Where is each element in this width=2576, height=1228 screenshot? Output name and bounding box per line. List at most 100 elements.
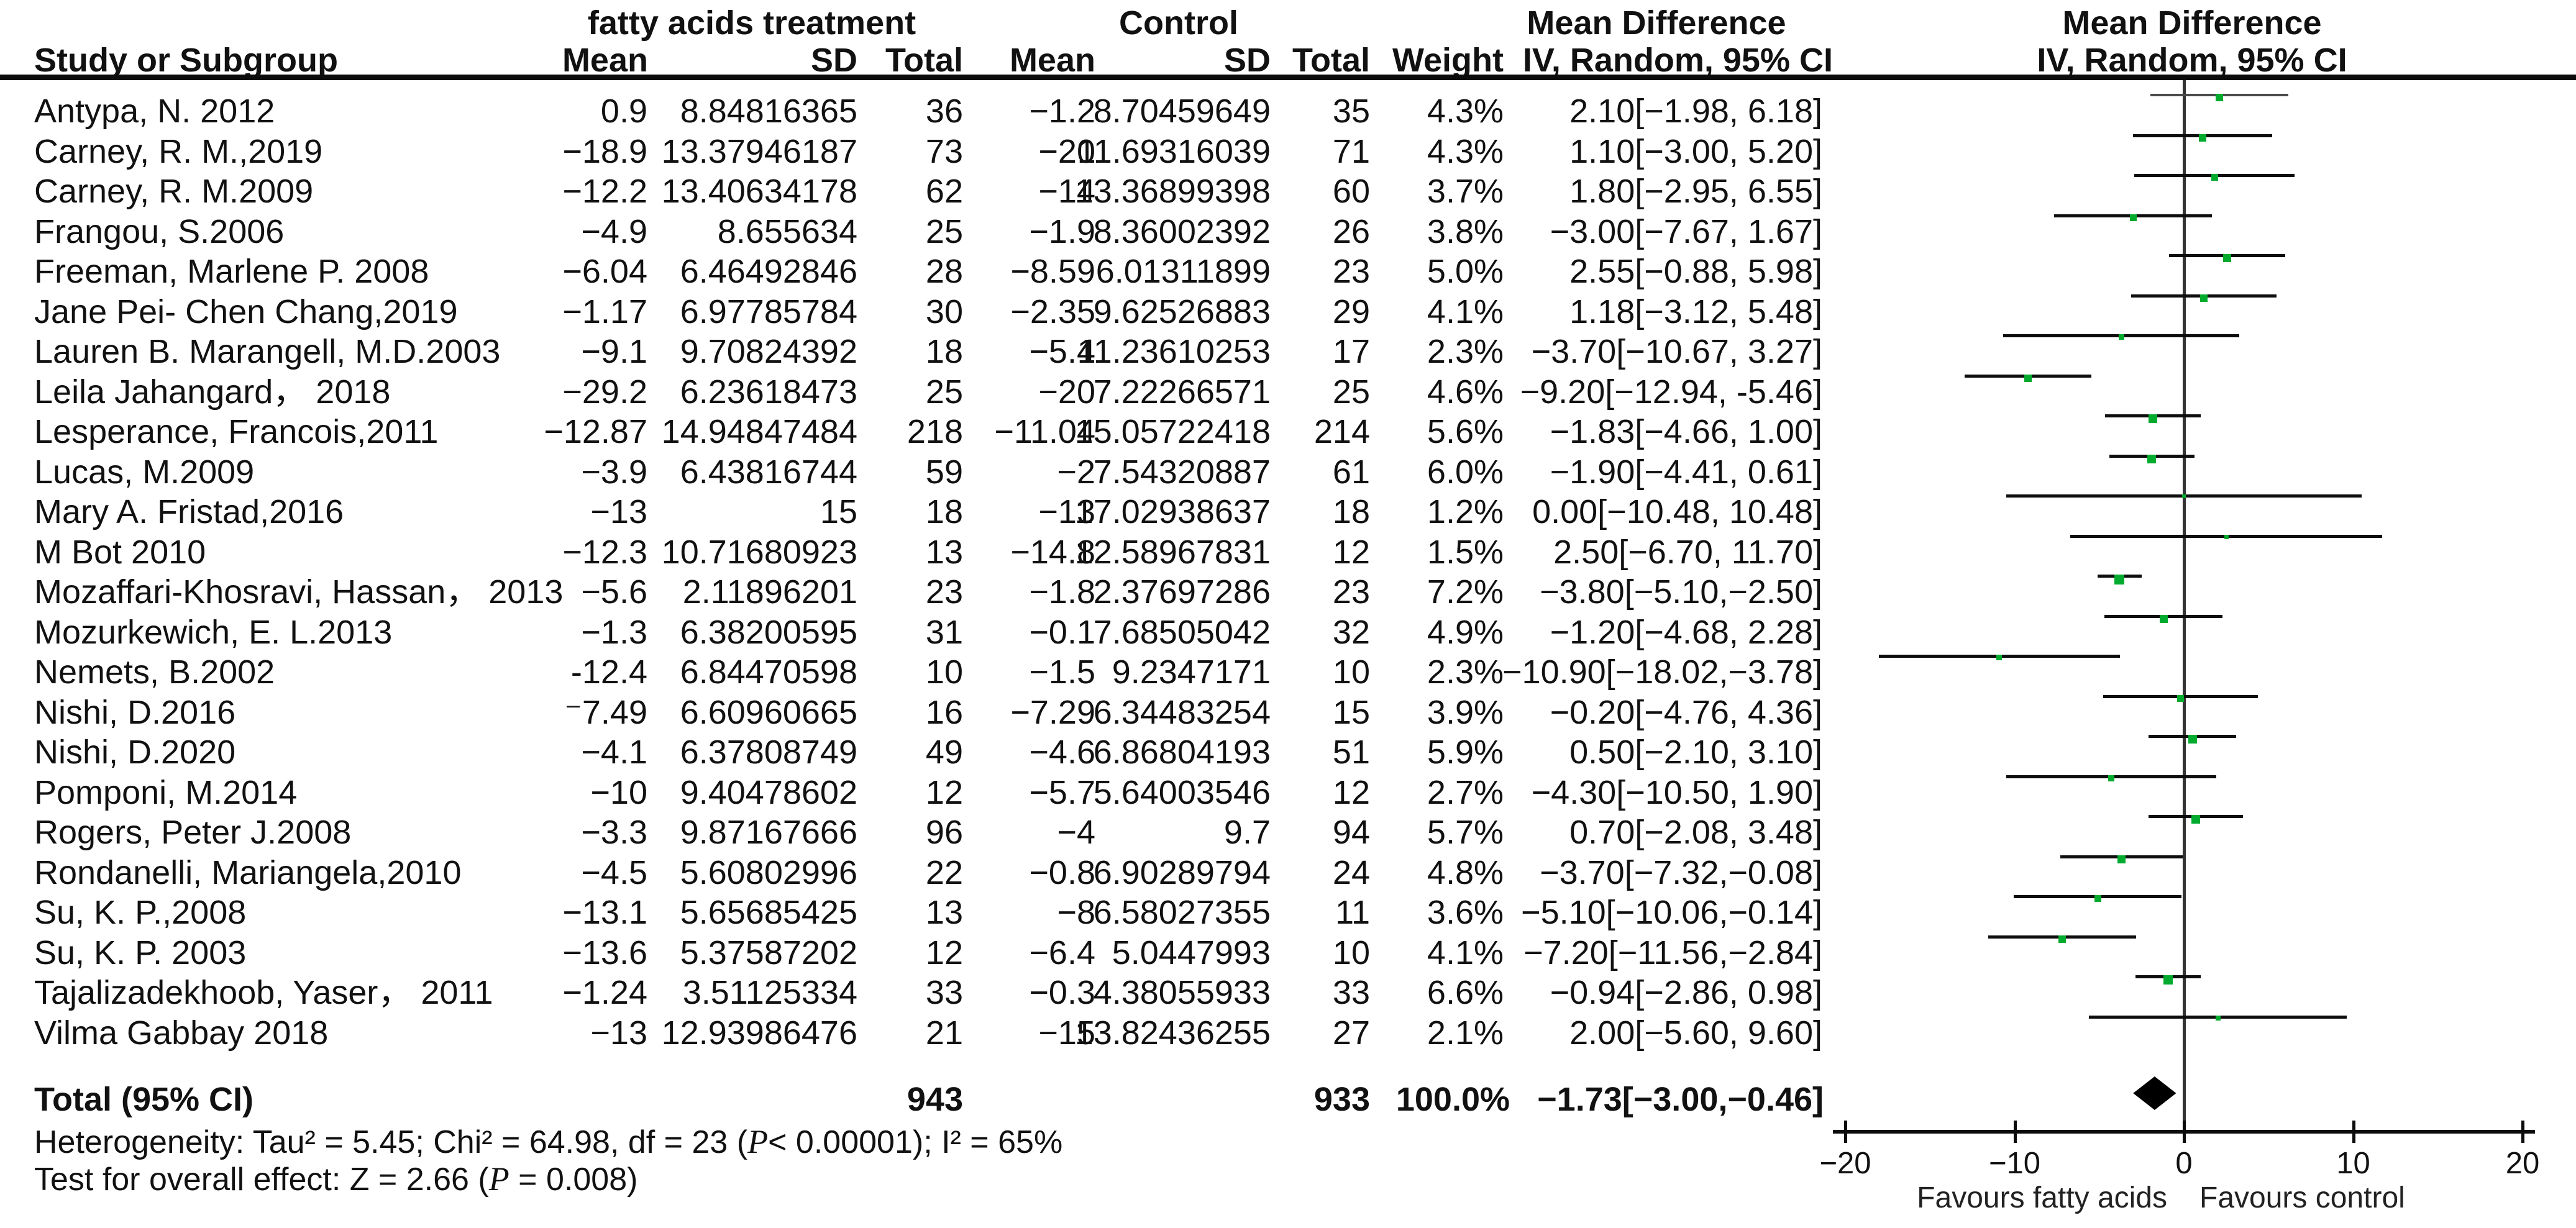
study-mean-t: −6.04 — [562, 253, 647, 290]
study-name: Frangou, S.2006 — [34, 212, 285, 250]
point-estimate-marker — [2198, 134, 2206, 142]
study-sd-c: 13.82436255 — [1074, 1014, 1271, 1052]
study-name: Nemets, B.2002 — [34, 653, 275, 691]
group-header-treatment: fatty acids treatment — [587, 4, 916, 42]
point-estimate-marker — [2191, 815, 2201, 824]
study-sd-c: 6.34483254 — [1093, 693, 1271, 731]
study-n-c: 23 — [1332, 573, 1370, 611]
study-n-c: 23 — [1332, 253, 1370, 290]
study-name: Rondanelli, Mariangela,2010 — [34, 853, 462, 891]
study-weight: 6.6% — [1427, 974, 1504, 1011]
study-n-t: 18 — [925, 493, 963, 530]
study-sd-t: 6.60960665 — [680, 693, 857, 731]
study-mean-c: −2 — [1057, 453, 1095, 491]
study-mean-c: −14.8 — [1010, 533, 1095, 571]
favours-left-label: Favours fatty acids — [1917, 1181, 2167, 1214]
overall-effect-text: Test for overall effect: Z = 2.66 ( — [34, 1162, 489, 1198]
study-row: Rondanelli, Mariangela,2010 −4.5 5.6080299… — [0, 856, 2576, 893]
point-estimate-marker — [2224, 534, 2229, 539]
study-row: Carney, R. M.2009 −12.2 13.40634178 62 −14 13… — [0, 175, 2576, 212]
study-sd-t: 6.46492846 — [680, 253, 857, 290]
study-n-c: 60 — [1332, 173, 1370, 210]
study-sd-t: 14.94847484 — [661, 413, 857, 450]
study-mean-c: −2.35 — [1010, 293, 1095, 330]
study-ci-text: −1.90[−4.41, 0.61] — [1550, 453, 1822, 491]
study-sd-t: 6.37808749 — [680, 734, 857, 771]
study-mean-c: −4.6 — [1029, 734, 1095, 771]
study-n-c: 29 — [1332, 293, 1370, 330]
study-sd-t: 6.84470598 — [680, 653, 857, 691]
study-n-t: 22 — [925, 853, 963, 891]
study-mean-t: −12.3 — [562, 533, 647, 571]
study-name: Vilma Gabbay 2018 — [34, 1014, 329, 1052]
study-sd-c: 7.68505042 — [1093, 613, 1271, 651]
study-name: Lucas, M.2009 — [34, 453, 255, 491]
study-n-t: 33 — [925, 974, 963, 1011]
study-name: M Bot 2010 — [34, 533, 206, 571]
study-n-t: 30 — [925, 293, 963, 330]
study-weight: 5.0% — [1427, 253, 1504, 290]
study-row: Pomponi, M.2014 −10 9.40478602 12 −5.7 5.6400… — [0, 776, 2576, 813]
study-mean-t: -12.4 — [570, 653, 647, 691]
study-weight: 4.3% — [1427, 132, 1504, 170]
study-name: Mozaffari-Khosravi, Hassan， 2013 — [34, 573, 564, 611]
study-row: Su, K. P. 2003 −13.6 5.37587202 12 −6.4 5.044… — [0, 936, 2576, 973]
study-mean-c: −0.8 — [1029, 853, 1095, 891]
x-axis-tick-label: 0 — [2175, 1147, 2193, 1180]
study-mean-t: −4.5 — [581, 853, 647, 891]
point-estimate-marker — [2114, 575, 2125, 584]
study-name: Freeman, Marlene P. 2008 — [34, 253, 429, 290]
study-n-c: 11 — [1335, 894, 1370, 931]
study-ci-text: −0.20[−4.76, 4.36] — [1550, 693, 1822, 731]
x-axis-tick-label: −20 — [1819, 1147, 1871, 1180]
study-sd-t: 15 — [820, 493, 857, 530]
study-sd-t: 12.93986476 — [661, 1014, 857, 1052]
study-ci-text: 2.00[−5.60, 9.60] — [1569, 1014, 1822, 1052]
study-ci-text: −1.20[−4.68, 2.28] — [1550, 613, 1822, 651]
study-sd-c: 13.36899398 — [1074, 173, 1271, 210]
study-n-c: 26 — [1332, 212, 1370, 250]
study-row: Carney, R. M.,2019 −18.9 13.37946187 73 −20 1… — [0, 135, 2576, 172]
study-weight: 5.6% — [1427, 413, 1504, 450]
study-sd-t: 8.84816365 — [680, 93, 857, 130]
study-n-c: 61 — [1332, 453, 1370, 491]
point-estimate-marker — [2147, 454, 2157, 463]
study-mean-t: 0.9 — [600, 93, 647, 130]
heterogeneity-line: Heterogeneity: Tau² = 5.45; Chi² = 64.98… — [34, 1125, 1062, 1158]
study-sd-t: 6.97785784 — [680, 293, 857, 330]
zero-effect-line — [2183, 80, 2186, 1132]
study-sd-c: 17.02938637 — [1074, 493, 1271, 530]
point-estimate-marker — [2222, 254, 2231, 262]
study-mean-c: −15 — [1038, 1014, 1095, 1052]
study-row: Lesperance, Francois,2011 −12.87 14.948474… — [0, 415, 2576, 452]
total-label: Total (95% CI) — [34, 1081, 254, 1118]
study-mean-t: −3.9 — [581, 453, 647, 491]
study-mean-t: −13.6 — [562, 934, 647, 971]
study-ci-text: −10.90[−18.02,−3.78] — [1502, 653, 1822, 691]
study-row: Nishi, D.2020 −4.1 6.37808749 49 −4.6 6.86804… — [0, 735, 2576, 773]
point-estimate-marker — [2215, 1015, 2221, 1021]
study-n-t: 96 — [925, 814, 963, 851]
study-sd-c: 11.23610253 — [1077, 333, 1271, 370]
study-mean-t: −12.87 — [544, 413, 647, 450]
study-sd-c: 15.05722418 — [1074, 413, 1271, 450]
col-header-weight: Weight — [1392, 42, 1504, 79]
x-axis-tick — [1844, 1121, 1847, 1143]
study-sd-t: 10.71680923 — [661, 533, 857, 571]
total-n-control: 933 — [1313, 1081, 1370, 1118]
study-n-c: 94 — [1332, 814, 1370, 851]
col-header-ci-text: IV, Random, 95% CI — [1522, 42, 1833, 79]
point-estimate-marker — [2024, 374, 2032, 382]
study-n-t: 36 — [925, 93, 963, 130]
point-estimate-marker — [2182, 494, 2186, 498]
study-name: Mozurkewich, E. L.2013 — [34, 613, 393, 651]
study-sd-t: 9.70824392 — [680, 333, 857, 370]
study-mean-c: −20 — [1038, 373, 1095, 411]
overall-effect-line: Test for overall effect: Z = 2.66 (P = 0… — [34, 1162, 637, 1198]
study-n-c: 214 — [1313, 413, 1370, 450]
point-estimate-marker — [2211, 174, 2218, 181]
study-n-t: 21 — [925, 1014, 963, 1052]
study-sd-c: 11.69316039 — [1077, 132, 1271, 170]
x-axis-tick — [2521, 1121, 2524, 1143]
total-n-treatment: 943 — [907, 1081, 963, 1118]
